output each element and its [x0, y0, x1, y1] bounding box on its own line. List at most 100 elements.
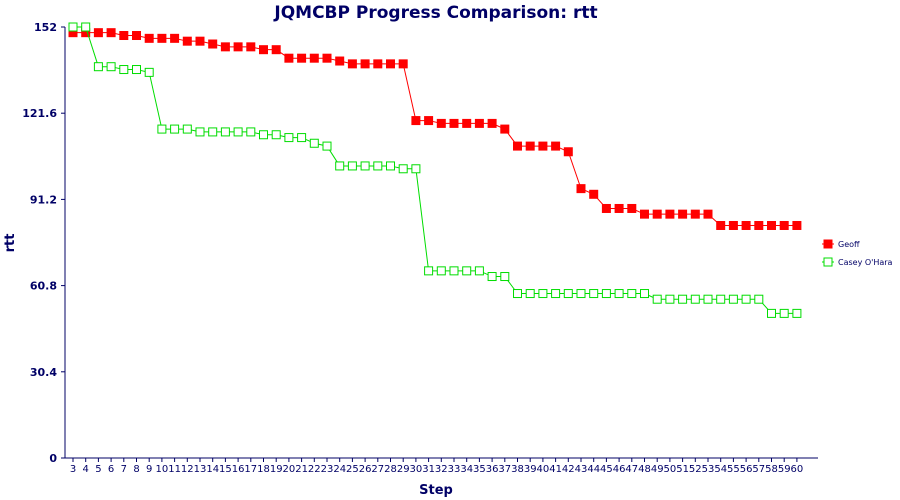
y-tick-label: 91.2	[30, 193, 57, 206]
plot-area	[68, 22, 802, 318]
data-point	[411, 164, 421, 174]
data-point	[68, 22, 78, 32]
y-tick-label: 30.4	[30, 366, 57, 379]
x-tick-label: 36	[486, 464, 499, 475]
data-point	[119, 65, 129, 75]
data-point	[322, 53, 332, 63]
data-point	[297, 133, 307, 143]
data-point	[233, 127, 243, 137]
x-tick-label: 23	[321, 464, 334, 475]
data-point	[271, 130, 281, 140]
data-point	[652, 294, 662, 304]
data-point	[474, 118, 484, 128]
data-point	[449, 118, 459, 128]
data-point	[182, 124, 192, 134]
data-point	[81, 22, 91, 32]
x-tick-label: 33	[448, 464, 461, 475]
data-point	[271, 45, 281, 55]
data-point	[563, 147, 573, 157]
x-tick-label: 32	[435, 464, 448, 475]
data-point	[398, 59, 408, 69]
data-point	[652, 209, 662, 219]
x-tick-label: 6	[108, 464, 114, 475]
data-point	[449, 266, 459, 276]
x-axis-label: Step	[419, 483, 453, 498]
data-point	[424, 266, 434, 276]
x-tick-label: 4	[83, 464, 89, 475]
x-tick-label: 56	[740, 464, 753, 475]
data-point	[259, 45, 268, 55]
data-point	[665, 209, 675, 219]
data-point	[525, 289, 535, 299]
x-tick-label: 10	[156, 464, 169, 475]
data-point	[106, 28, 116, 38]
data-point	[436, 266, 446, 276]
data-point	[259, 130, 268, 140]
data-point	[601, 203, 611, 213]
data-point	[525, 141, 535, 151]
data-point	[144, 33, 154, 43]
x-tick-label: 34	[460, 464, 473, 475]
data-point	[233, 42, 243, 52]
data-point	[335, 161, 345, 171]
x-tick-label: 59	[778, 464, 791, 475]
x-tick-label: 29	[397, 464, 410, 475]
legend: Geoff Casey O'Hara	[822, 239, 893, 267]
legend-marker	[823, 239, 833, 249]
x-tick-label: 42	[562, 464, 575, 475]
data-point	[284, 133, 294, 143]
data-point	[589, 289, 599, 299]
data-point	[767, 308, 776, 318]
data-point	[614, 289, 624, 299]
y-tick-label: 152	[34, 21, 57, 34]
x-tick-label: 14	[206, 464, 219, 475]
data-point	[195, 36, 205, 46]
x-tick-label: 26	[359, 464, 372, 475]
data-point	[347, 161, 357, 171]
data-point	[322, 141, 332, 151]
x-ticks: 3 4 5 6 7 8 9 10 11 12 13 14 15 16 17 18 19 20 21 22 23 24 25 2…	[70, 458, 803, 475]
x-tick-label: 58	[765, 464, 778, 475]
data-point	[754, 220, 764, 230]
data-point	[500, 272, 510, 282]
x-tick-label: 27	[371, 464, 384, 475]
data-point	[462, 266, 472, 276]
data-point	[728, 220, 738, 230]
y-tick-label: 121.6	[22, 107, 57, 120]
x-tick-label: 21	[295, 464, 308, 475]
data-point	[360, 59, 370, 69]
data-point	[716, 220, 726, 230]
data-point	[741, 294, 751, 304]
y-tick-label: 0	[49, 452, 57, 465]
x-tick-label: 38	[511, 464, 524, 475]
x-tick-label: 5	[95, 464, 101, 475]
data-point	[398, 164, 408, 174]
x-tick-label: 53	[702, 464, 715, 475]
x-tick-label: 46	[613, 464, 626, 475]
data-point	[93, 28, 103, 38]
data-point	[779, 220, 789, 230]
x-tick-label: 17	[244, 464, 257, 475]
data-point	[373, 161, 383, 171]
legend-marker	[823, 257, 833, 267]
data-point	[373, 59, 383, 69]
data-point	[386, 59, 395, 69]
data-point	[132, 65, 141, 75]
series-line	[73, 26, 797, 314]
data-point	[614, 203, 624, 213]
x-tick-label: 60	[791, 464, 804, 475]
data-point	[716, 294, 726, 304]
data-point	[767, 220, 776, 230]
x-tick-label: 13	[194, 464, 207, 475]
x-tick-label: 45	[600, 464, 613, 475]
x-tick-label: 51	[676, 464, 689, 475]
series-0	[68, 28, 802, 230]
x-tick-label: 31	[422, 464, 435, 475]
x-tick-label: 8	[133, 464, 139, 475]
x-tick-label: 24	[333, 464, 346, 475]
data-point	[563, 289, 573, 299]
x-tick-label: 40	[537, 464, 550, 475]
x-tick-label: 11	[168, 464, 181, 475]
x-tick-label: 16	[232, 464, 245, 475]
